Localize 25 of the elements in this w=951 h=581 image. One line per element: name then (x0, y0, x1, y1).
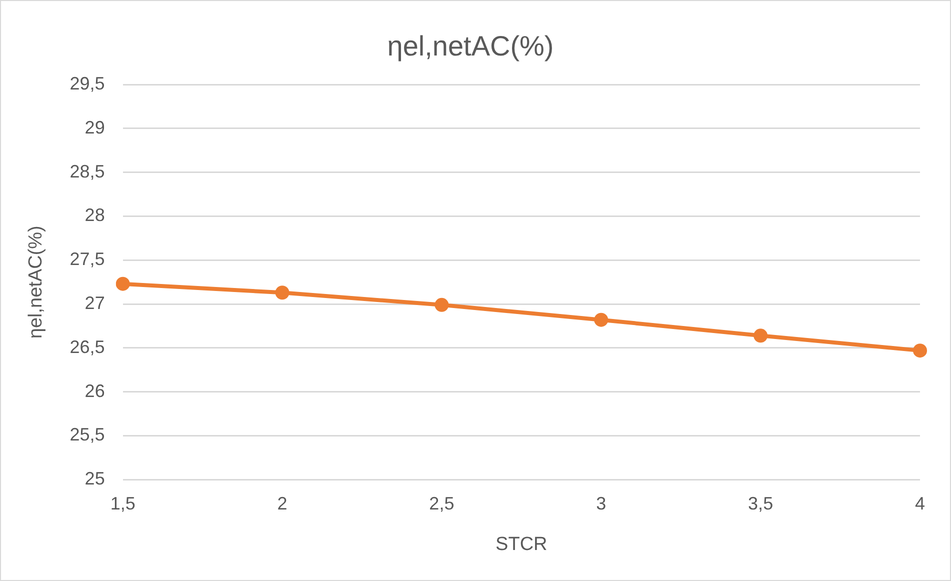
x-tick-label: 4 (914, 493, 926, 514)
x-tick-label: 1,5 (110, 493, 136, 514)
y-tick-label: 27,5 (70, 249, 105, 270)
point (913, 344, 927, 358)
x-tick-label: 3,5 (748, 493, 774, 514)
point (594, 312, 608, 327)
y-tick-label: 28 (84, 205, 105, 226)
point (275, 286, 290, 300)
y-tick-label: 29,5 (70, 74, 105, 94)
y-tick-label: 26 (84, 380, 105, 401)
x-tick-label: 3 (596, 493, 606, 514)
y-tick-label: 26,5 (70, 336, 105, 357)
y-tick-label: 25,5 (70, 424, 105, 445)
y-tick-label: 25 (84, 468, 105, 489)
x-tick-label: 2 (277, 493, 288, 514)
y-axis-title: ηel,netAC(%) (26, 226, 47, 339)
y-tick-label: 29 (84, 117, 105, 138)
x-tick-label: 2,5 (429, 493, 454, 514)
y-tick-label: 28,5 (70, 161, 105, 182)
point (434, 298, 449, 312)
point (754, 328, 768, 343)
y-tick-label: 27 (84, 293, 105, 314)
chart-title: ηel,netAC(%) (387, 30, 554, 62)
x-axis-title: STCR (496, 534, 548, 555)
point (116, 276, 130, 291)
